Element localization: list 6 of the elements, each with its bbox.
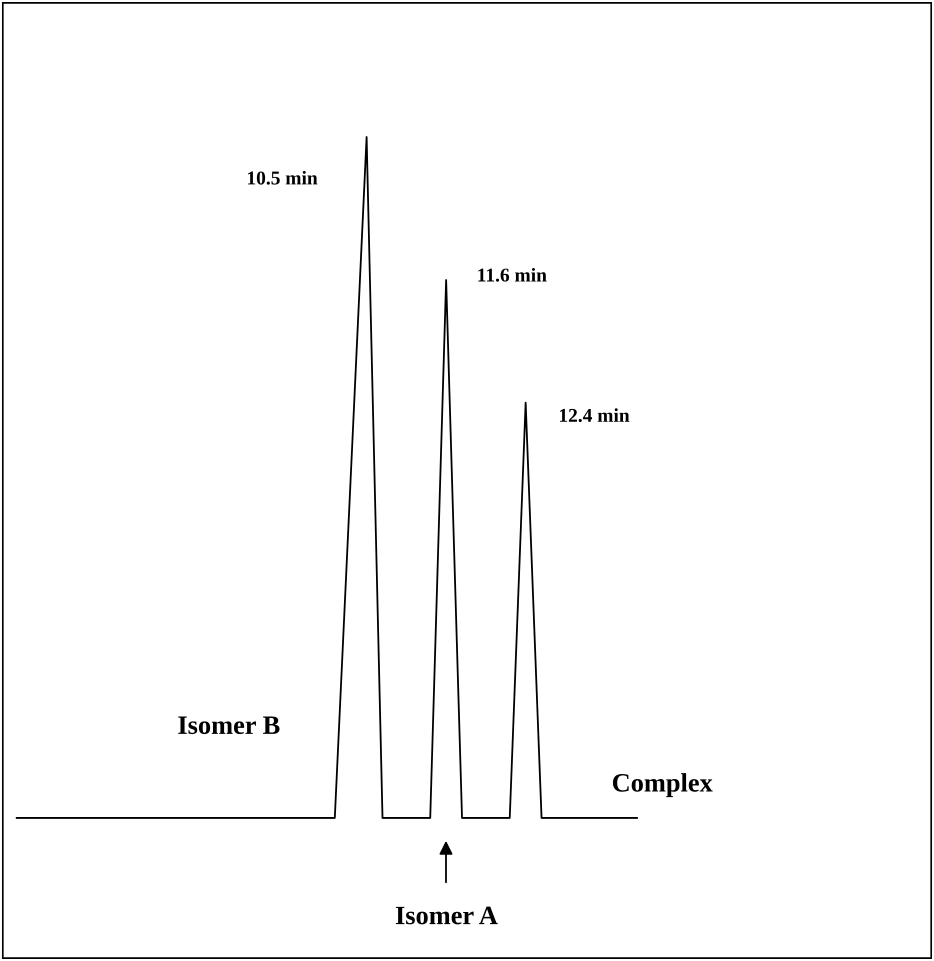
annotation: Complex bbox=[612, 773, 713, 798]
text: Isomer A bbox=[396, 906, 498, 924]
annotation: 10.5 min bbox=[248, 170, 318, 185]
annotation: 12.4 min bbox=[560, 408, 630, 422]
annotation: 11.6 min bbox=[478, 268, 547, 282]
annotation: Isomer B bbox=[178, 716, 280, 734]
